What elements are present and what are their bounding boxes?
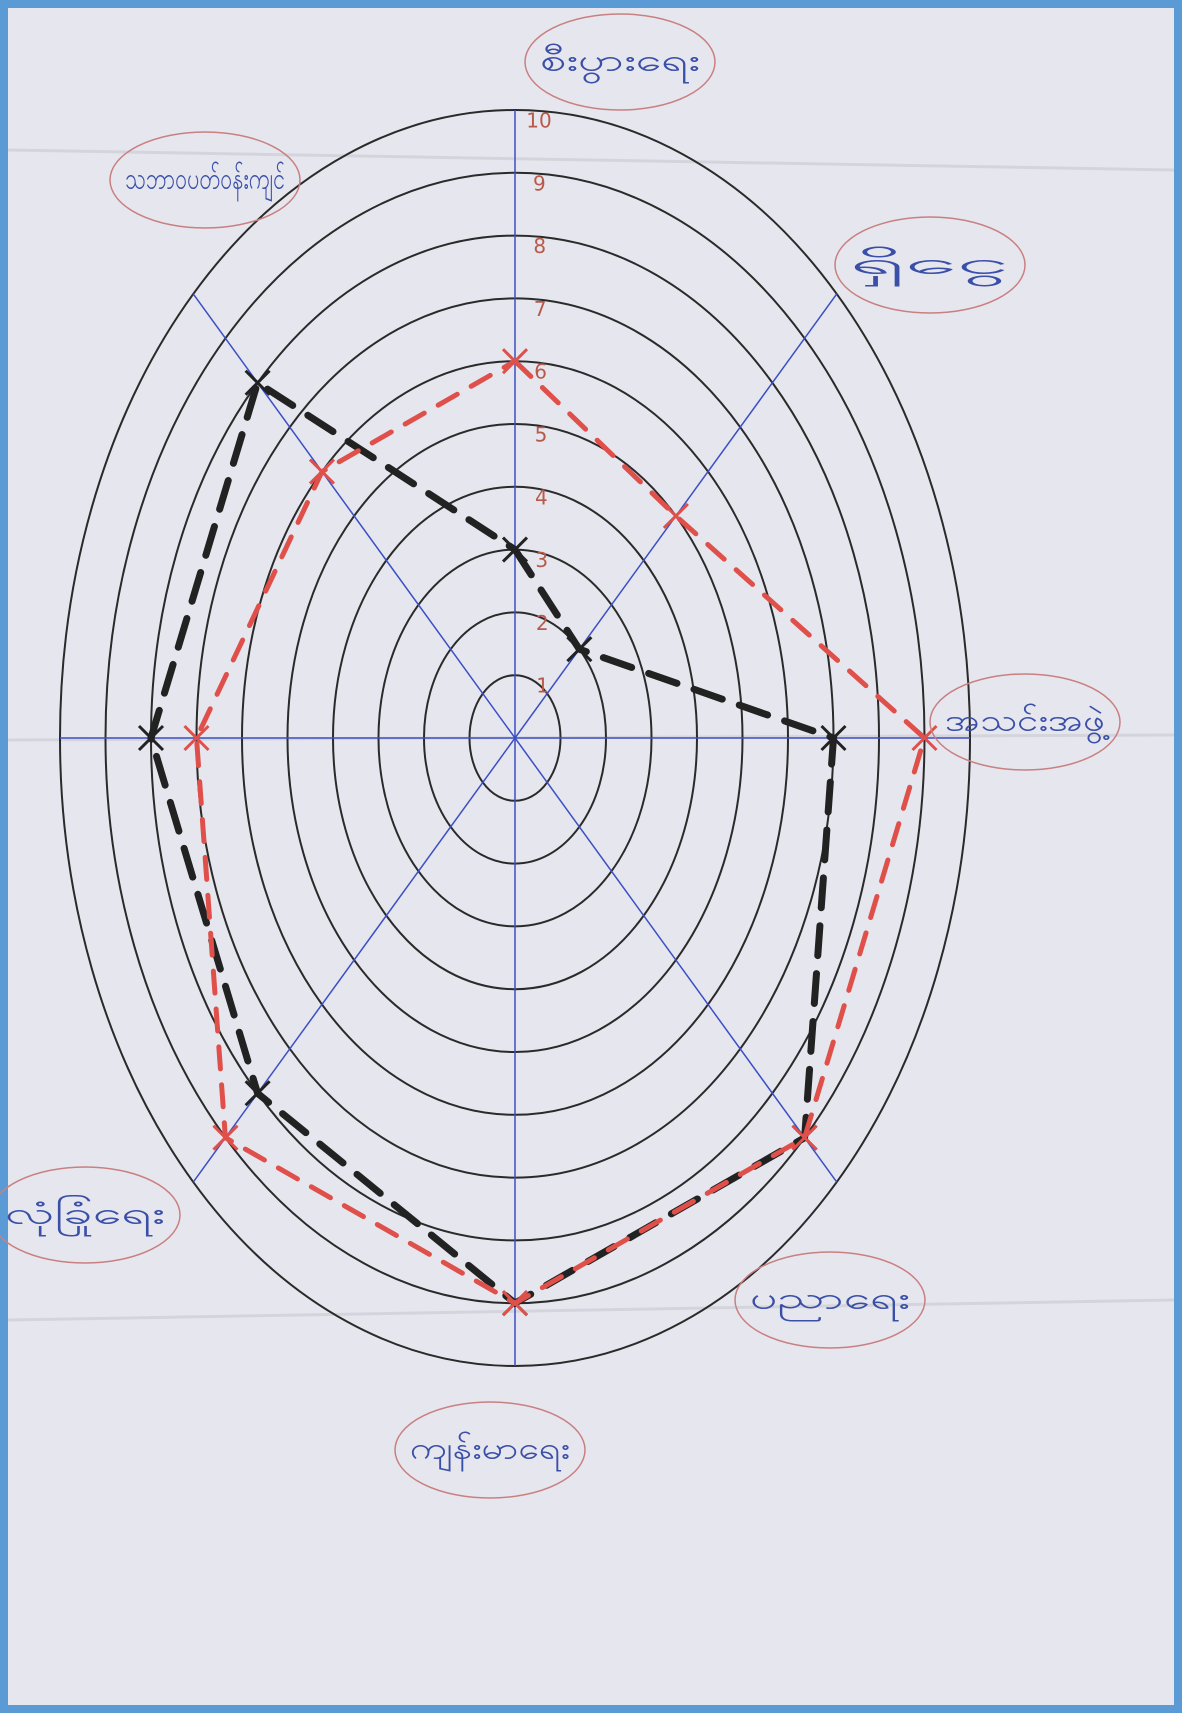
tick-label: 3: [535, 548, 548, 572]
tick-label: 2: [536, 611, 549, 635]
category-label: လုံခြုံရေး: [5, 1195, 165, 1238]
tick-label: 10: [526, 109, 551, 133]
tick-label: 4: [535, 485, 548, 509]
chart: 1 2 3 4 5 6 7 8 9 10 စီးပွားရေးရှိငွေအသင်းအဖွဲ့ပညာ…: [0, 0, 1182, 1713]
tick-label: 7: [534, 297, 547, 321]
tick-label: 6: [534, 360, 547, 384]
category-label: ကျန်းမာရေး: [410, 1432, 570, 1473]
category-label: အသင်းအဖွဲ့: [945, 704, 1109, 745]
tick-label: 8: [533, 234, 546, 258]
page: {"chart_data": {"type": "radar", "catego…: [0, 0, 1182, 1713]
tick-label: 9: [533, 171, 546, 195]
category-label: သဘာဝပတ်ဝန်းကျင်: [125, 162, 285, 203]
category-label: ပညာရေး: [750, 1282, 910, 1323]
category-label: ရှိငွေ: [850, 247, 1010, 288]
tick-label: 5: [535, 423, 548, 447]
category-label: စီးပွားရေး: [540, 44, 700, 85]
tick-label: 1: [536, 674, 549, 698]
